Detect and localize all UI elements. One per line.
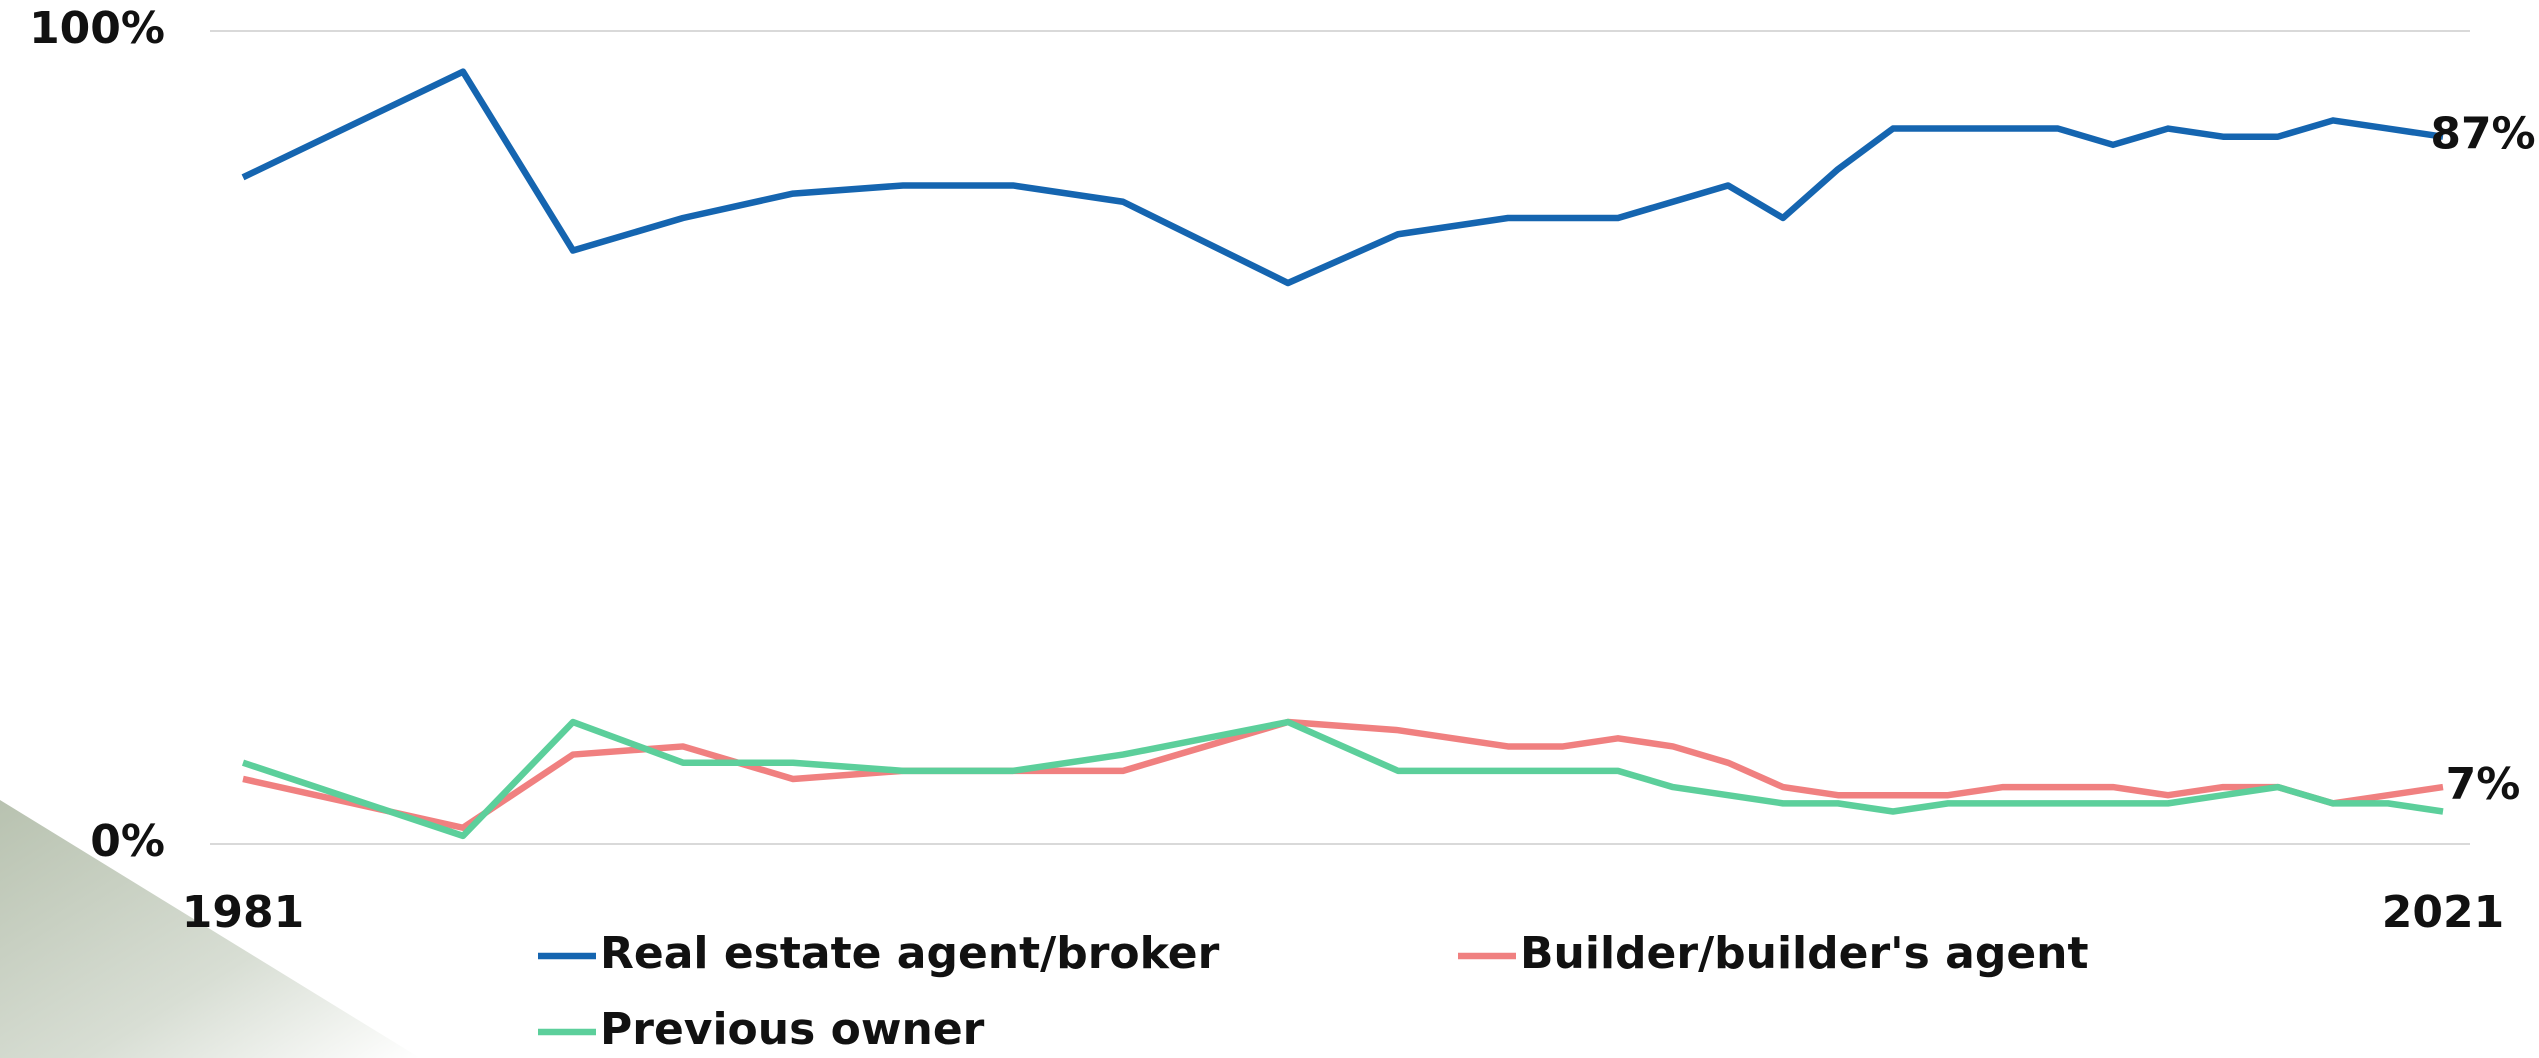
series-line — [243, 72, 2443, 283]
legend-label: Builder/builder's agent — [1520, 928, 2089, 979]
chart: 0% 100% 1981 2021 87% 7% Real estate agent/bro… — [0, 0, 2539, 1058]
value-label: 7% — [2446, 759, 2521, 810]
value-label: 87% — [2430, 109, 2535, 160]
legend-label: Previous owner — [600, 1004, 985, 1055]
series-line — [243, 722, 2443, 836]
page: 0% 100% 1981 2021 87% 7% Real estate agent/bro… — [0, 0, 2539, 1058]
y-tick-label: 0% — [90, 816, 165, 867]
x-tick-label: 2021 — [2382, 887, 2504, 938]
legend-label: Real estate agent/broker — [600, 928, 1220, 979]
series-line — [243, 722, 2443, 828]
x-tick-label: 1981 — [182, 887, 304, 938]
y-tick-label: 100% — [29, 3, 165, 54]
